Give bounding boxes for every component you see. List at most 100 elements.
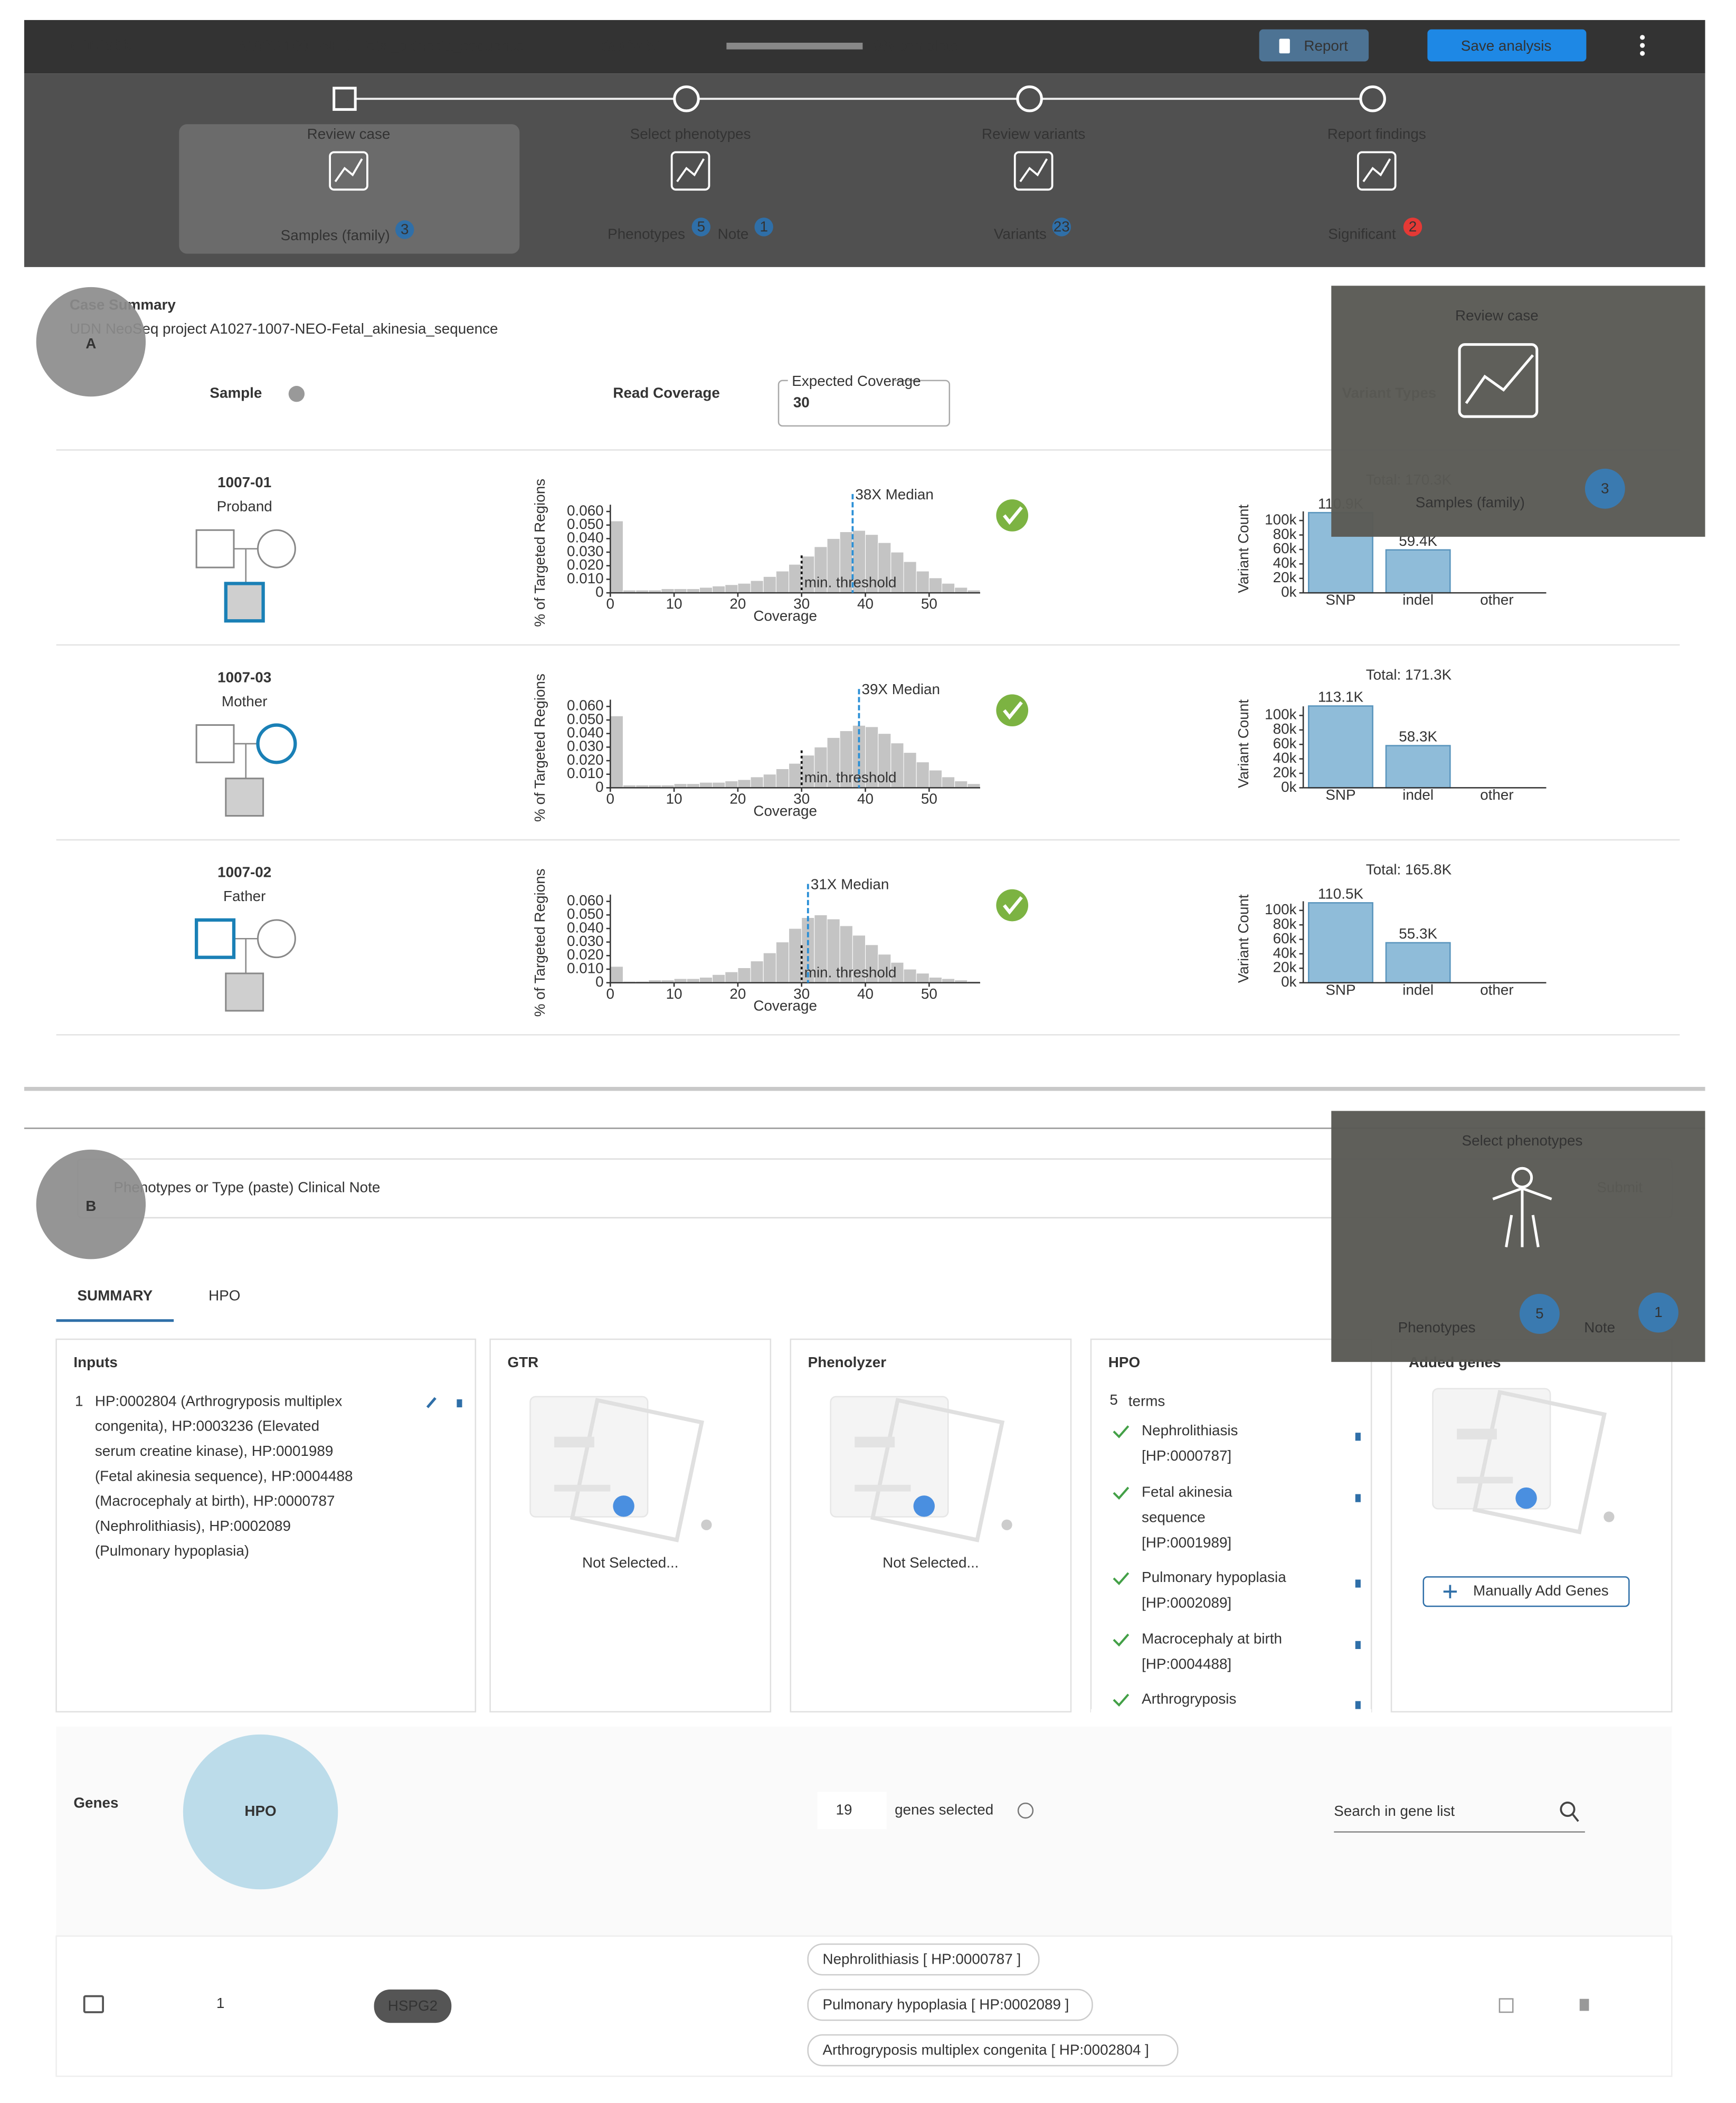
term-check [1113, 1486, 1130, 1500]
check-icon [996, 499, 1029, 532]
histogram-bar [763, 774, 776, 788]
y-tick-label: 0.050 [567, 516, 604, 532]
callout [1331, 286, 1705, 537]
badge-count: 2 [1409, 219, 1417, 235]
tab[interactable]: HPO [208, 1287, 240, 1304]
step-badge-label: Note [718, 226, 749, 242]
term-check [1113, 1693, 1130, 1707]
y-tick-label: 0.050 [567, 711, 604, 727]
y-tick-label: 0.020 [567, 946, 604, 963]
hpo-term: [HP:0001989] [1142, 1534, 1231, 1550]
callout-badge-label: Note [1584, 1319, 1615, 1335]
search-placeholder[interactable]: Phenotypes or Type (paste) Clinical Note [113, 1179, 380, 1196]
edit-icon [426, 1397, 437, 1408]
step-label[interactable]: Select phenotypes [630, 126, 751, 142]
median-label: 39X Median [862, 681, 940, 697]
y-tick-label: 0.030 [567, 933, 604, 949]
y-tick-label: 80k [1273, 526, 1297, 542]
add-genes-plus[interactable]: Manually Add Genes [1473, 1583, 1609, 1599]
axis-title: Variant Count [1235, 699, 1251, 788]
input-value[interactable]: 30 [793, 394, 810, 410]
histogram-bar [725, 781, 738, 788]
histogram-bar [750, 580, 764, 593]
bar [1385, 745, 1451, 789]
y-tick-label: 0k [1281, 583, 1296, 600]
step-label[interactable]: Report findings [1327, 126, 1426, 142]
y-tick-label: 0k [1281, 779, 1296, 795]
search-icon [1560, 1801, 1576, 1817]
gene-search[interactable]: Search in gene list [1334, 1803, 1455, 1819]
step-node [673, 85, 700, 112]
add-genes-button[interactable] [1422, 1576, 1630, 1607]
histogram-bar [763, 576, 776, 593]
term-check [1113, 1633, 1130, 1647]
callout-title: Review case [1455, 307, 1539, 324]
input-label: Expected Coverage [792, 373, 921, 389]
y-tick-label: 60k [1273, 735, 1297, 752]
y-tick-label: 0 [595, 779, 603, 795]
badge-count: 3 [401, 221, 409, 238]
hpo-count: 5 [1109, 1391, 1117, 1408]
x-tick-label: 50 [921, 986, 937, 1002]
histogram-bar [827, 737, 840, 788]
report-label[interactable]: Report [1304, 37, 1348, 54]
save-button[interactable] [1427, 29, 1587, 62]
section-gap [24, 1087, 1705, 1091]
card-title: Inputs [73, 1354, 117, 1370]
x-tick-label: indel [1402, 981, 1434, 998]
input-label-bg [788, 375, 895, 386]
x-tick-label: 30 [793, 595, 810, 612]
histogram-bar [865, 944, 879, 983]
delete-icon [1355, 1641, 1361, 1649]
y-tick-label: 40k [1273, 555, 1297, 571]
menu-dot [1640, 51, 1645, 56]
sample-id: 1007-02 [217, 864, 271, 880]
card-fade [1090, 1709, 1372, 1714]
axis-title: Coverage [753, 802, 817, 819]
badge [754, 217, 773, 236]
delete-icon[interactable] [1579, 1998, 1589, 2011]
bar [1385, 942, 1451, 983]
histogram-bar [610, 966, 623, 983]
y-tick-label: 0.030 [567, 738, 604, 754]
step-label[interactable]: Review variants [982, 126, 1085, 142]
histogram-bar [789, 564, 802, 593]
histogram-bar [878, 954, 891, 983]
step-icon-line [676, 158, 705, 183]
card-title: HPO [1108, 1354, 1140, 1370]
histogram-bar [916, 762, 929, 788]
phenotype-chip-label: Pulmonary hypoplasia [ HP:0002089 ] [822, 1996, 1069, 2013]
empty-illustration [1472, 1389, 1607, 1534]
section-marker [36, 1149, 146, 1259]
badge [691, 217, 711, 236]
y-tick-label: 0.040 [567, 724, 604, 741]
y-tick-label: 40k [1273, 944, 1297, 961]
hpo-term: Nephrolithiasis [1142, 1422, 1238, 1438]
x-tick-label: other [1480, 592, 1513, 608]
x-tick-label: 40 [857, 595, 874, 612]
step-badge-label: Phenotypes [608, 226, 685, 242]
y-tick-label: 0.020 [567, 751, 604, 768]
count-box [817, 1792, 887, 1830]
sample-relation: Mother [222, 693, 268, 709]
save-label[interactable]: Save analysis [1461, 37, 1552, 54]
row-checkbox[interactable] [83, 1995, 104, 2013]
check-mark [1003, 506, 1023, 525]
callout-icon-line [1465, 354, 1534, 404]
delete-icon [457, 1399, 462, 1408]
open-icon[interactable] [1498, 1998, 1514, 2013]
phenotype-chip [807, 2034, 1179, 2067]
sample-relation: Father [223, 888, 265, 904]
x-tick-label: 20 [729, 791, 746, 807]
histogram-bar [750, 776, 764, 788]
callout-icon-line [1531, 1215, 1540, 1247]
tab[interactable]: SUMMARY [78, 1287, 153, 1304]
y-tick-label: 0 [595, 583, 603, 600]
y-tick-label: 0.040 [567, 919, 604, 935]
median-label: 31X Median [811, 876, 889, 892]
gene-pill [374, 1989, 452, 2023]
step-label[interactable]: Review case [307, 126, 391, 142]
input-text: (Macrocephaly at birth), HP:0000787 [95, 1493, 335, 1509]
